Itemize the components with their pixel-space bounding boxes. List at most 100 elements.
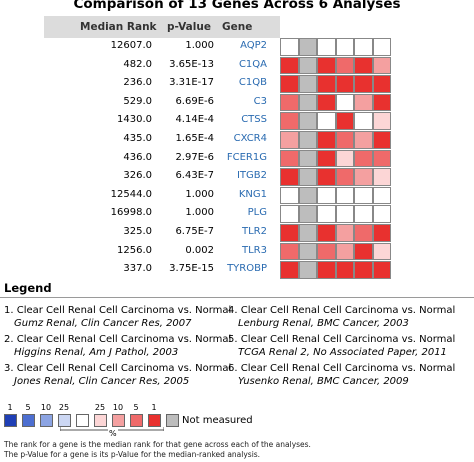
heatmap-cell[interactable]: [298, 168, 317, 186]
heatmap-cell[interactable]: [317, 75, 336, 93]
heatmap-cell[interactable]: [354, 38, 373, 56]
heatmap-cell[interactable]: [372, 112, 391, 130]
heatmap-cell[interactable]: [372, 149, 391, 168]
heatmap-cell[interactable]: [354, 261, 373, 279]
legend-item-source: TCGA Renal 2, No Associated Paper, 2011: [238, 347, 447, 358]
gene-link[interactable]: KNG1: [238, 188, 267, 200]
heatmap-cell[interactable]: [354, 75, 373, 93]
heatmap-cell[interactable]: [317, 38, 336, 56]
heatmap-cell[interactable]: [298, 112, 317, 130]
heatmap-cell[interactable]: [354, 112, 373, 130]
scale-swatch: [148, 414, 161, 427]
heatmap-cell[interactable]: [280, 261, 299, 279]
heatmap-cell[interactable]: [354, 56, 373, 75]
heatmap-cell[interactable]: [335, 168, 354, 186]
heatmap-cell[interactable]: [372, 56, 391, 75]
heatmap-cell[interactable]: [335, 131, 354, 149]
heatmap-cell[interactable]: [317, 168, 336, 186]
heatmap-cell[interactable]: [335, 261, 354, 279]
p-value: 6.75E-7: [175, 226, 214, 237]
gene-link[interactable]: TYROBP: [227, 263, 267, 275]
heatmap-cell[interactable]: [335, 149, 354, 168]
heatmap-cell[interactable]: [335, 75, 354, 93]
heatmap-cell[interactable]: [280, 56, 299, 75]
heatmap-cell[interactable]: [354, 242, 373, 261]
heatmap-cell[interactable]: [317, 56, 336, 75]
heatmap-cell[interactable]: [372, 75, 391, 93]
heatmap-cell[interactable]: [280, 205, 299, 223]
heatmap-cell[interactable]: [317, 205, 336, 223]
heatmap-cell[interactable]: [372, 205, 391, 223]
heatmap-cell[interactable]: [280, 131, 299, 149]
heatmap-cell[interactable]: [280, 93, 299, 112]
heatmap-cell[interactable]: [335, 242, 354, 261]
heatmap-cell[interactable]: [280, 149, 299, 168]
gene-link[interactable]: CTSS: [241, 114, 267, 126]
gene-link[interactable]: C1QB: [238, 77, 267, 89]
heatmap-cell[interactable]: [317, 186, 336, 205]
gene-link[interactable]: CXCR4: [233, 133, 267, 144]
heatmap-cell[interactable]: [280, 75, 299, 93]
heatmap-cell[interactable]: [317, 261, 336, 279]
heatmap-cell[interactable]: [335, 186, 354, 205]
heatmap-cell[interactable]: [335, 112, 354, 130]
heatmap-cell[interactable]: [372, 93, 391, 112]
not-measured-swatch: [166, 414, 179, 427]
heatmap-cell[interactable]: [298, 186, 317, 205]
heatmap-cell[interactable]: [298, 224, 317, 242]
heatmap-cell[interactable]: [354, 168, 373, 186]
heatmap-cell[interactable]: [372, 168, 391, 186]
heatmap-cell[interactable]: [280, 112, 299, 130]
gene-link[interactable]: AQP2: [240, 40, 267, 51]
gene-link[interactable]: C1QA: [238, 58, 267, 70]
heatmap-cell[interactable]: [372, 261, 391, 279]
heatmap-cell[interactable]: [298, 38, 317, 56]
heatmap-cell[interactable]: [335, 56, 354, 75]
heatmap-cell[interactable]: [372, 131, 391, 149]
heatmap-cell[interactable]: [298, 93, 317, 112]
heatmap-cell[interactable]: [354, 93, 373, 112]
heatmap-cell[interactable]: [298, 261, 317, 279]
heatmap-cell[interactable]: [280, 38, 299, 56]
heatmap-cell[interactable]: [335, 38, 354, 56]
heatmap-cell[interactable]: [317, 149, 336, 168]
heatmap-cell[interactable]: [372, 186, 391, 205]
heatmap-cell[interactable]: [298, 205, 317, 223]
heatmap-cell[interactable]: [354, 205, 373, 223]
heatmap-cell[interactable]: [298, 75, 317, 93]
heatmap-cell[interactable]: [335, 205, 354, 223]
heatmap-cell[interactable]: [317, 93, 336, 112]
heatmap-cell[interactable]: [354, 149, 373, 168]
scale-label: 25: [94, 403, 106, 412]
heatmap-cell[interactable]: [298, 242, 317, 261]
median-rank-value: 1430.0: [117, 114, 152, 126]
gene-link[interactable]: PLG: [247, 207, 267, 219]
heatmap-cell[interactable]: [372, 242, 391, 261]
heatmap-cell[interactable]: [280, 224, 299, 242]
heatmap-cell[interactable]: [280, 186, 299, 205]
heatmap-cell[interactable]: [298, 131, 317, 149]
heatmap-cell[interactable]: [372, 224, 391, 242]
heatmap-cell[interactable]: [298, 149, 317, 168]
heatmap-cell[interactable]: [298, 56, 317, 75]
heatmap-cell[interactable]: [317, 224, 336, 242]
heatmap-cell[interactable]: [354, 131, 373, 149]
heatmap-cell[interactable]: [317, 112, 336, 130]
gene-link[interactable]: TLR2: [242, 226, 267, 237]
header-median-rank: Median Rank: [80, 21, 157, 33]
heatmap-cell[interactable]: [335, 93, 354, 112]
heatmap-cell[interactable]: [280, 168, 299, 186]
scale-swatch: [130, 414, 143, 427]
scale-label: 1: [151, 403, 157, 412]
gene-link[interactable]: FCER1G: [226, 151, 267, 163]
gene-link[interactable]: ITGB2: [236, 170, 267, 182]
heatmap-cell[interactable]: [354, 186, 373, 205]
heatmap-cell[interactable]: [317, 131, 336, 149]
heatmap-cell[interactable]: [335, 224, 354, 242]
gene-link[interactable]: TLR3: [242, 244, 267, 256]
heatmap-cell[interactable]: [354, 224, 373, 242]
gene-link[interactable]: C3: [253, 95, 267, 107]
heatmap-cell[interactable]: [280, 242, 299, 261]
heatmap-cell[interactable]: [372, 38, 391, 56]
heatmap-cell[interactable]: [317, 242, 336, 261]
